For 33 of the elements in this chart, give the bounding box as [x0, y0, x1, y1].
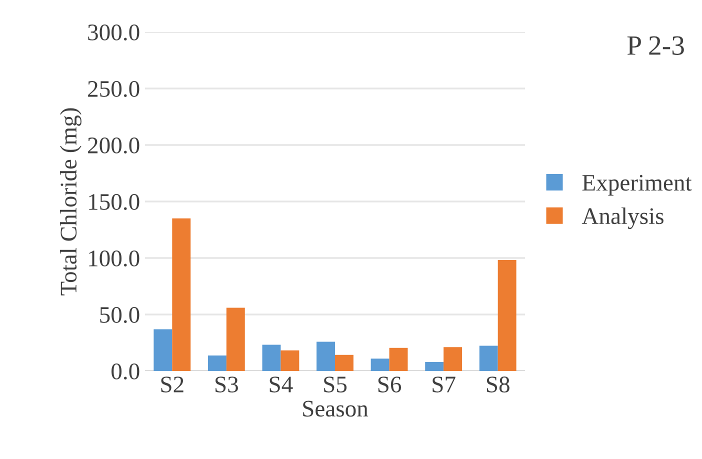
bar: [479, 346, 498, 371]
x-tick-label: S6: [378, 376, 402, 392]
bar: [444, 347, 462, 371]
x-axis-title: Season: [303, 400, 368, 417]
x-tick-label: S8: [486, 376, 510, 392]
bar: [154, 329, 172, 371]
text: P 2-3: [627, 36, 684, 55]
bar: [262, 344, 281, 371]
bar: [498, 260, 516, 371]
y-tick-label: 300.0: [88, 24, 140, 41]
bar: [316, 342, 335, 371]
x-tick-label: S4: [270, 376, 293, 392]
bar: [280, 350, 300, 371]
bar: [389, 348, 408, 371]
bar: [208, 356, 226, 371]
x-tick-label: S2: [161, 376, 184, 392]
bar: [335, 354, 354, 371]
y-tick-label: 250.0: [88, 80, 140, 98]
bar: [226, 308, 245, 371]
y-axis-title: Total Chloride (mg): [60, 108, 82, 296]
x-tick-label: S5: [324, 376, 347, 392]
y-tick-label: 100.0: [89, 250, 140, 267]
y-tick-label: 0.0: [112, 363, 140, 380]
x-tick-label: S3: [216, 376, 238, 392]
bar: [425, 362, 444, 371]
bar: [172, 218, 191, 371]
bar: [370, 358, 390, 371]
legend-label: Experiment: [582, 174, 692, 196]
y-tick-label: 150.0: [89, 194, 140, 210]
y-tick-label: 50.0: [100, 306, 140, 324]
y-tick-label: 200.0: [88, 137, 140, 154]
legend-label: Analysis: [582, 208, 664, 229]
x-tick-label: S7: [432, 376, 456, 392]
